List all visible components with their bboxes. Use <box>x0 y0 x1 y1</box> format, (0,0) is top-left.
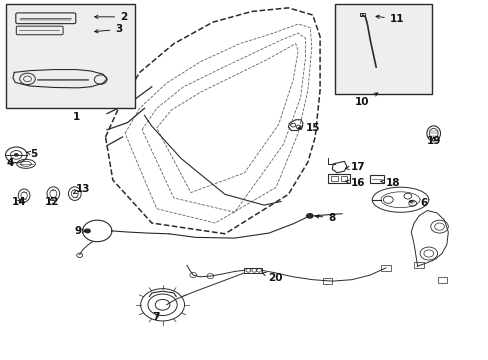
Text: 1: 1 <box>73 112 80 122</box>
Text: 6: 6 <box>408 198 427 208</box>
Text: 4: 4 <box>6 158 14 168</box>
Text: 15: 15 <box>298 123 319 133</box>
Bar <box>330 176 337 181</box>
Bar <box>369 175 383 183</box>
Text: 12: 12 <box>44 197 59 207</box>
Text: 9: 9 <box>75 226 85 236</box>
Text: 5: 5 <box>27 149 37 159</box>
Circle shape <box>305 213 313 219</box>
Text: 10: 10 <box>354 93 377 107</box>
Bar <box>322 278 331 284</box>
Text: 16: 16 <box>345 178 365 188</box>
Text: 17: 17 <box>345 162 365 172</box>
Text: 14: 14 <box>12 197 26 207</box>
Bar <box>340 176 346 181</box>
Circle shape <box>84 228 91 233</box>
Text: 3: 3 <box>95 24 122 35</box>
Bar <box>5 4 135 108</box>
Text: 20: 20 <box>262 273 282 283</box>
Bar <box>359 13 365 16</box>
Bar <box>437 277 447 283</box>
Text: 7: 7 <box>152 312 159 322</box>
Bar <box>413 262 423 268</box>
Text: 11: 11 <box>375 14 404 24</box>
Text: 18: 18 <box>380 178 400 188</box>
Bar <box>334 4 431 94</box>
Bar <box>380 265 390 271</box>
Text: 13: 13 <box>73 184 91 194</box>
Bar <box>328 174 349 183</box>
Circle shape <box>14 153 19 157</box>
Text: 19: 19 <box>426 136 440 145</box>
Text: 8: 8 <box>315 213 335 222</box>
Bar <box>243 267 262 273</box>
Text: 2: 2 <box>95 12 127 22</box>
